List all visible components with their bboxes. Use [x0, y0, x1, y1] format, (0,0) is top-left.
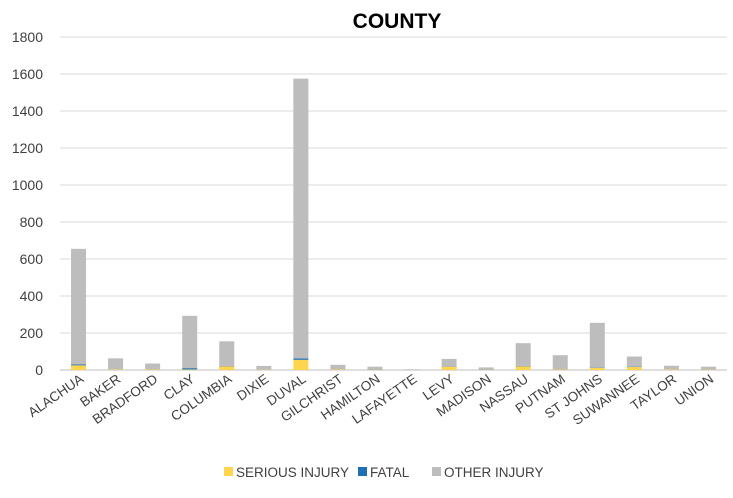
bar-serious-injury	[516, 366, 531, 370]
bars	[71, 79, 716, 370]
bar-serious-injury	[182, 369, 197, 370]
bar-other-injury	[256, 366, 271, 370]
bar-serious-injury	[590, 368, 605, 370]
bar-other-injury	[479, 367, 494, 369]
x-tick-label: UNION	[672, 371, 716, 408]
bar-serious-injury	[108, 369, 123, 370]
y-tick-label: 0	[35, 362, 43, 378]
bar-other-injury	[627, 356, 642, 366]
bar-serious-injury	[330, 369, 345, 370]
bar-serious-injury	[293, 360, 308, 370]
bar-other-injury	[182, 316, 197, 368]
y-tick-label: 200	[20, 325, 44, 341]
y-tick-label: 1400	[12, 103, 43, 119]
bar-other-injury	[553, 355, 568, 369]
y-axis-ticks: 0 200 400 600 800 1000 1200 1400 1600 1800	[12, 29, 43, 378]
y-tick-label: 1800	[12, 29, 43, 45]
bar-serious-injury	[627, 367, 642, 370]
bar-other-injury	[590, 323, 605, 368]
bar-other-injury	[367, 367, 382, 370]
y-tick-label: 800	[20, 214, 44, 230]
bar-fatal	[293, 359, 308, 360]
bar-serious-injury	[442, 367, 457, 370]
legend-swatch	[432, 467, 441, 476]
bar-other-injury	[71, 249, 86, 365]
gridlines	[60, 37, 727, 370]
bar-other-injury	[108, 358, 123, 369]
bar-fatal	[71, 364, 86, 365]
bar-other-injury	[516, 343, 531, 366]
bar-serious-injury	[71, 365, 86, 370]
legend-swatch	[224, 467, 233, 476]
bar-other-injury	[219, 341, 234, 366]
bar-other-injury	[145, 364, 160, 370]
bar-serious-injury	[145, 369, 160, 370]
legend-swatch	[358, 467, 367, 476]
bar-other-injury	[701, 367, 716, 370]
x-tick-label: ALACHUA	[25, 371, 86, 420]
bar-fatal	[182, 368, 197, 369]
bar-serious-injury	[219, 366, 234, 370]
y-tick-label: 1600	[12, 66, 43, 82]
bar-serious-injury	[553, 369, 568, 370]
bar-other-injury	[293, 79, 308, 359]
chart-title: COUNTY	[353, 10, 442, 33]
y-tick-label: 1000	[12, 177, 43, 193]
y-tick-label: 400	[20, 288, 44, 304]
legend-label: SERIOUS INJURY	[236, 465, 349, 480]
y-tick-label: 1200	[12, 140, 43, 156]
bar-other-injury	[405, 369, 420, 370]
legend-label: OTHER INJURY	[444, 465, 544, 480]
legend-label: FATAL	[370, 465, 410, 480]
y-tick-label: 600	[20, 251, 44, 267]
bar-other-injury	[330, 365, 345, 369]
bar-other-injury	[664, 366, 679, 370]
bar-serious-injury	[664, 369, 679, 370]
bar-other-injury	[442, 359, 457, 367]
legend: SERIOUS INJURY FATAL OTHER INJURY	[224, 465, 544, 480]
